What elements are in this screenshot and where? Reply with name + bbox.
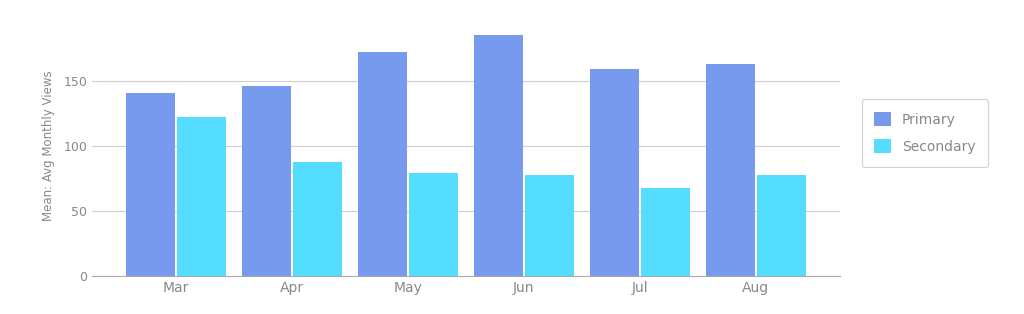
Bar [293, 162, 342, 276]
Bar [410, 173, 458, 276]
Bar [706, 64, 755, 276]
Bar [590, 69, 639, 276]
Bar [474, 35, 522, 276]
Bar [126, 93, 175, 276]
Bar [358, 52, 407, 276]
Bar [525, 175, 573, 276]
Bar [757, 175, 806, 276]
Legend: Primary, Secondary: Primary, Secondary [861, 100, 988, 166]
Bar [177, 117, 226, 276]
Bar [641, 188, 690, 276]
Y-axis label: Mean: Avg Monthly Views: Mean: Avg Monthly Views [42, 71, 55, 221]
Bar [242, 86, 291, 276]
